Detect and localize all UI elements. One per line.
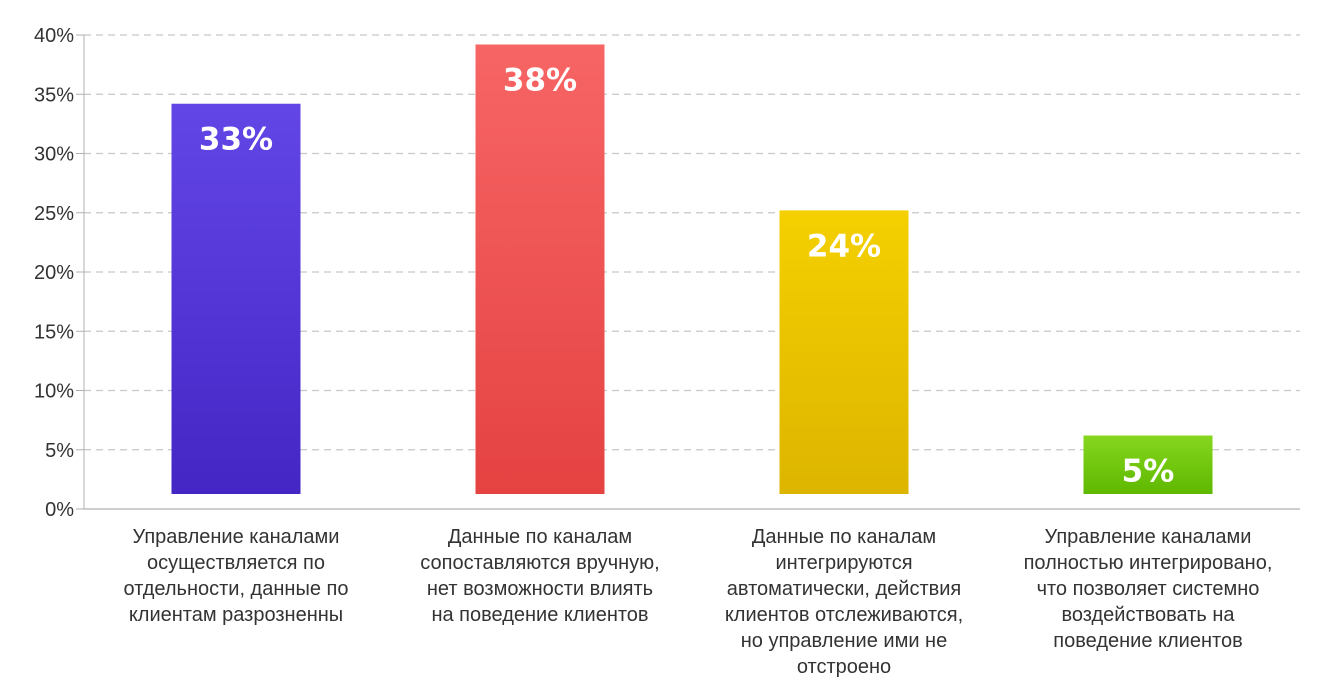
category-line: клиентов отслеживаются, [725,604,963,626]
category-line: Управление каналами [133,526,340,548]
y-tick-label: 40% [34,25,74,47]
y-tick-label: 15% [34,321,74,343]
data-labels: 33% 38% 24% 5% [199,62,1174,489]
category-line: полностью интегрировано, [1024,552,1273,574]
y-tick-label: 10% [34,381,74,403]
y-axis: 0% 5% 10% 15% 20% 25% 30% 35% 40% [34,25,1300,521]
category-line: поведение клиентов [1053,630,1242,652]
y-tick-label: 20% [34,262,74,284]
category-line: воздействовать на [1061,604,1235,626]
category-line: но управление ими не [741,630,947,652]
category-line: отстроено [797,656,891,678]
category-line: сопоставляются вручную, [420,552,659,574]
data-label-3: 24% [807,228,881,264]
category-line: осуществляется по [147,552,325,574]
category-line: автоматически, действия [727,578,961,600]
category-line: нет возможности влиять [427,578,653,600]
category-label-3: Данные по каналам интегрируются автоматиче… [725,526,963,678]
category-line: Управление каналами [1045,526,1252,548]
bar-1 [171,103,301,494]
y-tick-label: 5% [45,440,74,462]
category-line: Данные по каналам [752,526,936,548]
data-label-1: 33% [199,122,273,158]
bar-3 [779,210,909,494]
category-line: Данные по каналам [448,526,632,548]
bars [171,44,1213,494]
category-line: что позволяет системно [1037,578,1260,600]
category-label-4: Управление каналами полностью интегрирова… [1024,526,1273,652]
category-label-1: Управление каналами осуществляется по отде… [124,526,349,626]
category-label-2: Данные по каналам сопоставляются вручную,… [420,526,659,626]
y-tick-label: 35% [34,84,74,106]
data-label-4: 5% [1122,454,1175,490]
y-tick-label: 0% [45,499,74,521]
data-label-2: 38% [503,62,577,98]
y-tick-label: 25% [34,203,74,225]
bar-2 [475,44,605,494]
category-line: клиентам разрозненны [129,604,343,626]
category-line: на поведение клиентов [431,604,648,626]
category-line: отдельности, данные по [124,578,349,600]
y-tick-label: 30% [34,144,74,166]
x-axis-categories: Управление каналами осуществляется по отде… [124,526,1273,678]
bar-4 [1083,435,1213,494]
category-line: интегрируются [775,552,912,574]
